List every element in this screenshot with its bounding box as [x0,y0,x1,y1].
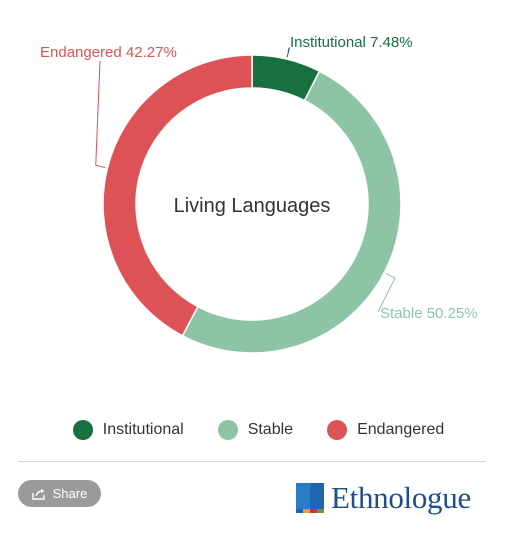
ethnologue-brand[interactable]: Ethnologue [296,480,471,516]
legend-item-endangered[interactable]: Endangered [327,420,444,440]
legend-marker-stable [217,420,238,440]
legend-label-stable: Stable [247,421,294,438]
leader-line-stable [377,272,396,313]
share-icon [31,488,46,500]
share-button[interactable]: Share [18,480,101,507]
data-label-stable: Stable 50.25% [380,305,478,322]
legend-label-endangered: Endangered [357,421,445,438]
footer-divider [18,461,486,462]
slice-stable[interactable] [181,70,402,354]
slice-endangered[interactable] [102,54,253,337]
legend-item-institutional[interactable]: Institutional [72,420,184,440]
legend-label-institutional: Institutional [102,421,184,438]
legend-marker-endangered [327,420,348,440]
data-label-endangered: Endangered 42.27% [40,44,177,61]
chart-center-label: Living Languages [174,195,331,217]
leader-line-endangered [95,60,106,169]
legend-item-stable[interactable]: Stable [217,420,294,440]
chart-legend: Institutional Stable Endangered [0,420,517,440]
donut-chart: Institutional 7.48% Stable 50.25% Endanger… [40,34,478,354]
brand-name: Ethnologue [331,480,471,515]
data-label-institutional: Institutional 7.48% [290,34,413,51]
leader-line-institutional [286,47,290,58]
ethnologue-logo-icon [296,483,324,513]
share-label: Share [52,486,88,501]
legend-marker-institutional [72,420,93,440]
